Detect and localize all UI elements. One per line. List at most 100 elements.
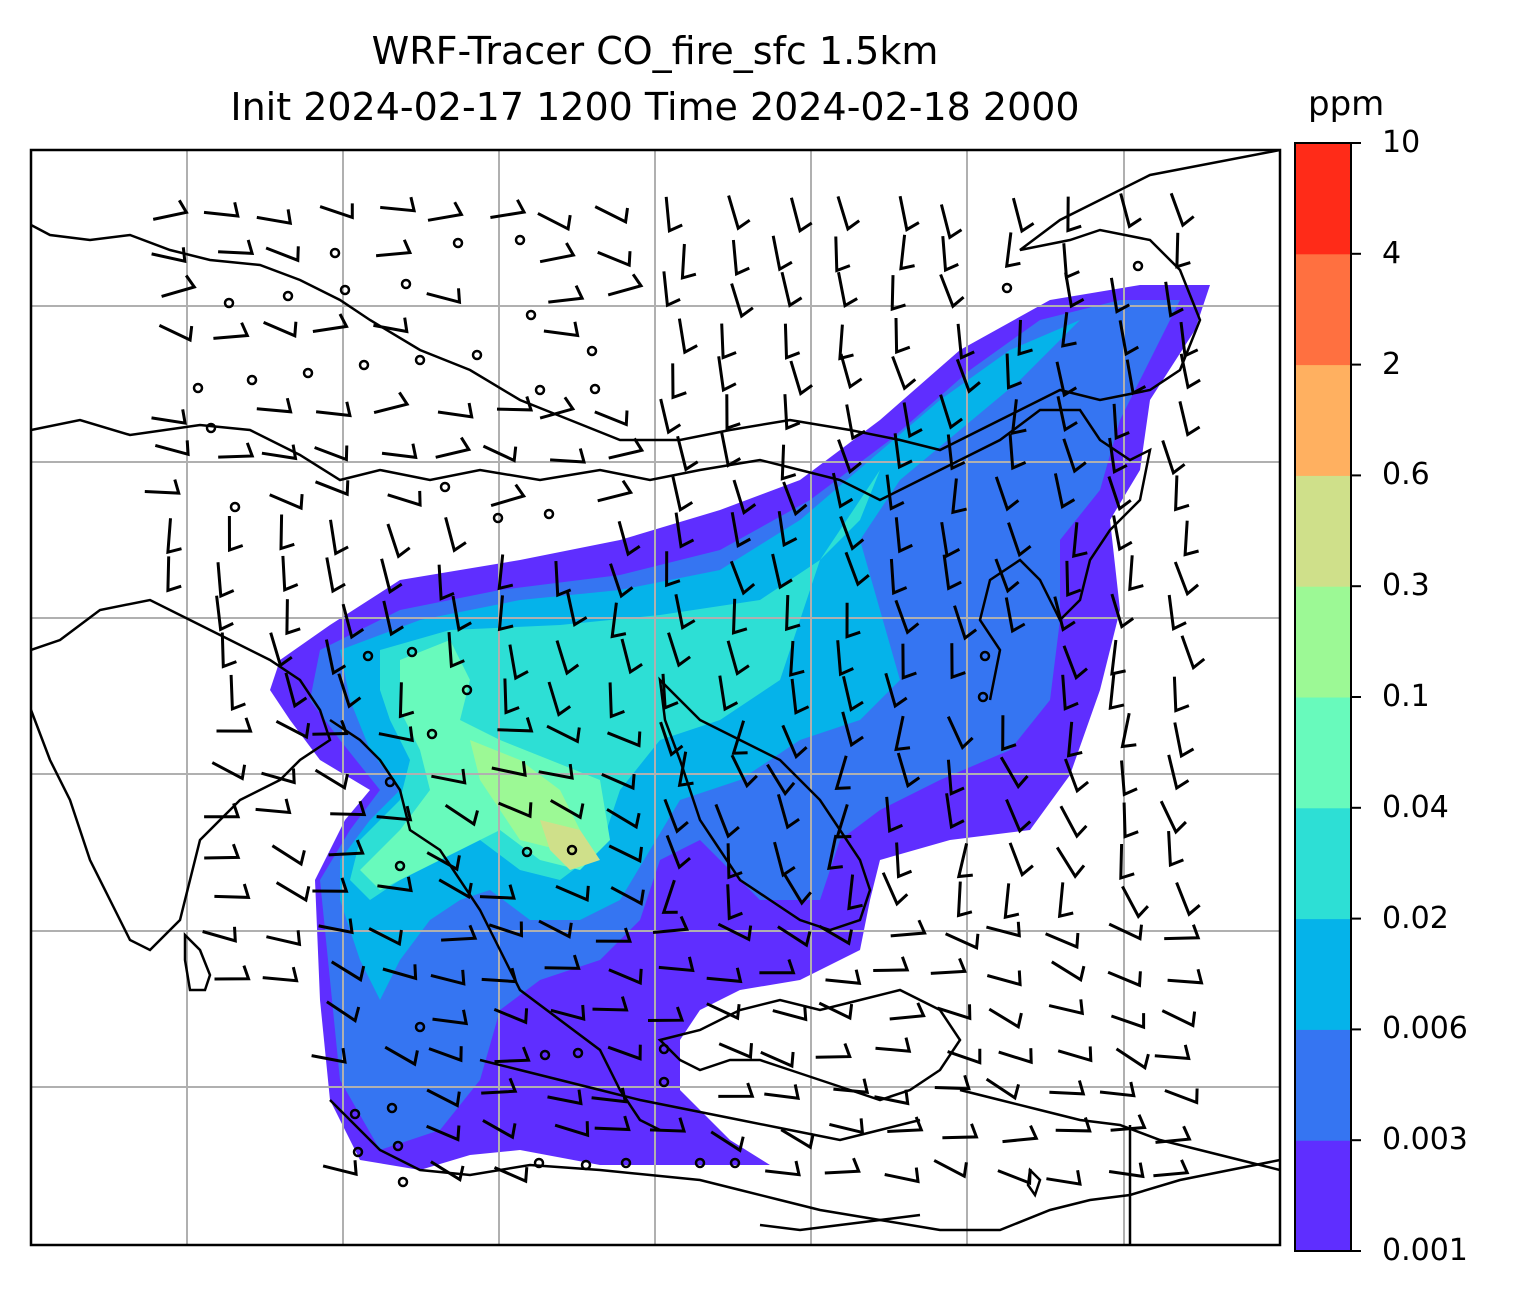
- wind-barb: [941, 235, 959, 273]
- wind-barb: [1174, 475, 1190, 512]
- wind-barb: [944, 932, 980, 951]
- calm-wind-circle: [394, 860, 406, 872]
- calm-wind-circle: [521, 846, 533, 858]
- wind-barb: [1051, 960, 1086, 983]
- wind-barb: [939, 394, 963, 430]
- wind-barb: [731, 239, 750, 277]
- colorbar-segment: [1295, 918, 1351, 1030]
- wind-barb: [671, 476, 694, 513]
- wind-barb: [594, 1115, 631, 1132]
- calm-wind-circle: [352, 1146, 364, 1158]
- wind-barb: [158, 324, 194, 343]
- colorbar-segment: [1295, 807, 1351, 920]
- wind-barb: [275, 719, 311, 740]
- wind-barb: [1062, 438, 1087, 474]
- wind-barb: [161, 274, 197, 298]
- wind-barb: [380, 196, 417, 213]
- wind-barb: [789, 640, 805, 677]
- wind-barb: [594, 410, 629, 427]
- wind-barb: [591, 1087, 628, 1104]
- wind-barb: [271, 844, 306, 867]
- wind-barb: [269, 493, 304, 511]
- wind-barb: [376, 805, 413, 822]
- wind-barb: [730, 283, 754, 319]
- calm-wind-circle: [282, 290, 294, 302]
- calm-wind-circle: [392, 1140, 404, 1152]
- wind-barb: [842, 675, 864, 712]
- wind-barb: [783, 323, 801, 360]
- wind-barb: [874, 1089, 910, 1106]
- wind-barb: [284, 672, 308, 709]
- wind-barb: [1008, 433, 1027, 471]
- wind-barb: [732, 479, 757, 516]
- wind-barb: [946, 759, 965, 796]
- map-frame: [29, 148, 1282, 1247]
- wind-barb: [764, 1084, 801, 1100]
- wind-barb: [431, 768, 467, 785]
- wind-barb: [1112, 515, 1133, 552]
- wind-barb: [203, 201, 240, 218]
- wind-barb: [894, 599, 920, 635]
- wind-barb: [936, 1004, 972, 1021]
- wind-barb: [386, 523, 411, 559]
- wind-barb: [1153, 1159, 1190, 1178]
- wind-barb: [1066, 196, 1082, 233]
- wind-barb: [942, 1123, 979, 1140]
- wind-barb: [151, 247, 187, 264]
- wind-barb: [549, 799, 585, 820]
- wind-barb: [597, 479, 634, 503]
- wind-barb: [652, 915, 690, 934]
- wind-barb: [314, 768, 349, 791]
- calm-wind-circle: [589, 383, 601, 395]
- wind-barb: [550, 448, 587, 464]
- wind-barb: [730, 511, 752, 549]
- wind-barb: [503, 678, 520, 715]
- wind-barb: [281, 555, 299, 592]
- wind-barb: [1055, 846, 1086, 879]
- wind-barb: [930, 957, 967, 975]
- wind-barb: [609, 563, 634, 599]
- colorbar-segment: [1295, 364, 1351, 476]
- wind-barb: [985, 1077, 1020, 1101]
- wind-barb: [1017, 319, 1033, 356]
- calm-wind-circle: [1001, 282, 1013, 294]
- calm-wind-circle: [461, 684, 473, 696]
- wind-barb: [1122, 802, 1139, 839]
- wind-barb: [1045, 932, 1080, 950]
- wind-barb: [330, 960, 366, 983]
- wind-barb: [1107, 970, 1142, 988]
- calm-wind-circle: [229, 501, 241, 513]
- wind-barb: [1066, 721, 1083, 758]
- wind-barb: [836, 640, 854, 677]
- wind-barb: [730, 754, 758, 789]
- wind-barb: [166, 556, 182, 593]
- calm-wind-circle: [386, 1102, 398, 1114]
- wind-barb: [1128, 555, 1144, 592]
- wind-barb: [330, 800, 367, 817]
- wind-barb: [279, 514, 295, 551]
- wind-barb: [1110, 593, 1135, 630]
- calm-wind-circle: [658, 1076, 670, 1088]
- wind-barb: [1057, 1046, 1093, 1063]
- wind-barb: [706, 967, 743, 984]
- plume-layer-7: [540, 820, 600, 870]
- wind-barb: [940, 521, 961, 559]
- wind-barb: [671, 363, 687, 400]
- wind-barb: [481, 1077, 518, 1095]
- wind-barb: [1178, 401, 1201, 437]
- wind-barb: [659, 398, 682, 435]
- wind-barb: [1001, 715, 1017, 752]
- wind-barb: [262, 966, 299, 983]
- wind-barb: [901, 643, 917, 680]
- wind-barb: [1055, 361, 1078, 398]
- calm-wind-circle: [580, 1159, 592, 1171]
- wind-barb: [490, 483, 527, 508]
- wind-barb: [731, 598, 748, 635]
- wind-barb: [945, 793, 965, 830]
- wind-barb: [256, 397, 293, 414]
- calm-wind-circle: [426, 728, 438, 740]
- wind-barb: [647, 1006, 685, 1022]
- wind-barb: [773, 841, 796, 878]
- wind-barb: [1175, 232, 1191, 269]
- wind-barb: [946, 715, 974, 751]
